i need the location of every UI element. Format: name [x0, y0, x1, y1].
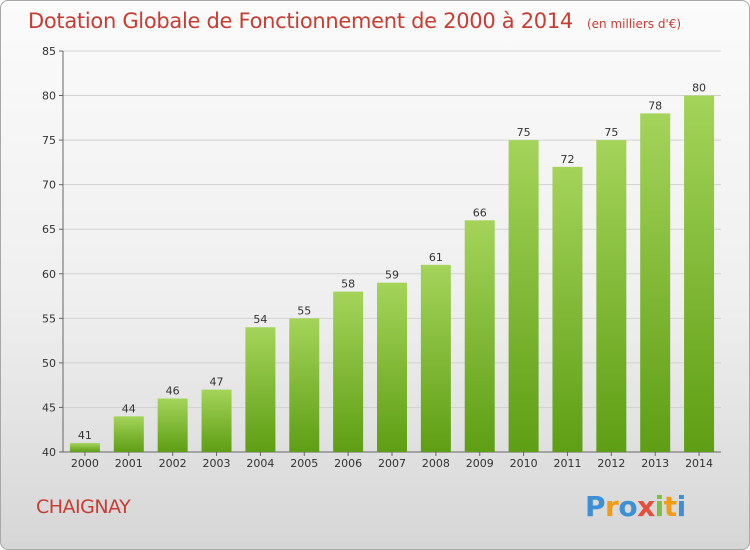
data-label: 80: [692, 82, 706, 95]
bar: [245, 327, 276, 452]
logo-letter: t: [663, 490, 677, 523]
x-tick-label: 2008: [422, 457, 450, 470]
data-label: 61: [429, 251, 443, 264]
chart-title: Dotation Globale de Fonctionnement de 20…: [28, 9, 681, 33]
x-tick-label: 2014: [685, 457, 713, 470]
chart-subtitle: (en milliers d'€): [586, 17, 682, 31]
bar: [113, 416, 144, 452]
x-tick-label: 2011: [553, 457, 581, 470]
y-tick-label: 40: [42, 446, 56, 459]
data-label: 58: [341, 278, 355, 291]
y-tick-label: 70: [42, 179, 56, 192]
y-tick-label: 55: [42, 312, 56, 325]
data-label: 78: [648, 99, 662, 112]
bar: [333, 291, 364, 452]
bars: [69, 95, 715, 453]
x-tick-label: 2010: [510, 457, 538, 470]
logo-letter: o: [618, 490, 638, 523]
bar: [596, 140, 627, 452]
chart-title-text: Dotation Globale de Fonctionnement de 20…: [28, 9, 573, 33]
y-tick-label: 75: [42, 134, 56, 147]
axes: 40 45 50 55 60 65 70 75 80 85 2000 2001 2002 2003 2004…: [42, 45, 721, 470]
x-tick-label: 2007: [378, 457, 406, 470]
x-tick-label: 2001: [115, 457, 143, 470]
y-tick-label: 60: [42, 268, 56, 281]
bar: [684, 95, 715, 453]
x-tick-label: 2004: [246, 457, 274, 470]
bar: [640, 113, 671, 452]
data-label: 44: [122, 402, 136, 415]
data-label: 41: [78, 429, 92, 442]
bar: [157, 398, 188, 452]
data-label: 59: [385, 269, 399, 282]
x-tick-label: 2006: [334, 457, 362, 470]
bar: [508, 140, 539, 452]
y-tick-label: 80: [42, 90, 56, 103]
data-label: 46: [166, 385, 180, 398]
data-label: 72: [560, 153, 574, 166]
data-label: 75: [604, 126, 618, 139]
bar: [464, 220, 495, 452]
y-tick-label: 45: [42, 401, 56, 414]
data-labels: 41 44 46 47 54 55 58 59 61 66 75 72 75 78 80: [78, 82, 706, 443]
data-label: 75: [517, 126, 531, 139]
bar: [69, 443, 100, 452]
x-tick-label: 2000: [71, 457, 99, 470]
proxiti-logo[interactable]: Proxiti: [585, 490, 686, 523]
x-tick-label: 2013: [641, 457, 669, 470]
x-tick-label: 2009: [466, 457, 494, 470]
bar: [289, 318, 320, 452]
x-tick-label: 2002: [159, 457, 187, 470]
logo-letter: i: [654, 490, 665, 523]
place-name: CHAIGNAY: [36, 496, 131, 518]
logo-letter: x: [637, 490, 655, 523]
data-label: 54: [253, 313, 267, 326]
bar: [377, 282, 407, 452]
y-tick-label: 50: [42, 357, 56, 370]
logo-letter: P: [585, 490, 606, 523]
bar: [201, 389, 232, 452]
data-label: 66: [473, 206, 487, 219]
x-tick-label: 2012: [597, 457, 625, 470]
bar: [420, 264, 451, 452]
bar: [552, 166, 583, 452]
logo-letter: i: [676, 490, 687, 523]
x-tick-label: 2003: [203, 457, 231, 470]
x-tick-label: 2005: [290, 457, 318, 470]
y-tick-label: 65: [42, 223, 56, 236]
logo-letter: r: [605, 490, 619, 523]
data-label: 55: [297, 304, 311, 317]
data-label: 47: [210, 376, 224, 389]
y-tick-label: 85: [42, 45, 56, 58]
